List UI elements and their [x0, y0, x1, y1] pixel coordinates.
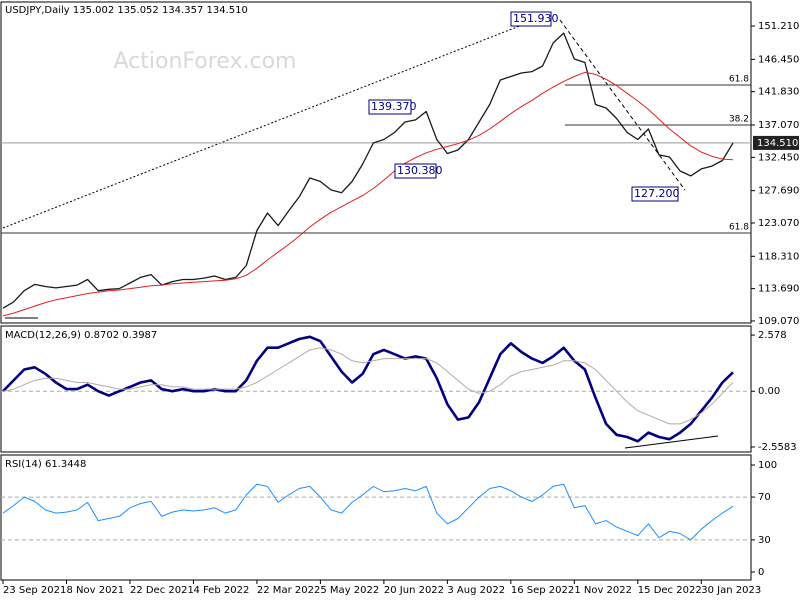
series-line [2, 347, 734, 425]
fib-label: 61.8 [729, 222, 749, 232]
y-tick-label: 141.830 [758, 87, 799, 98]
fib-label: 38.2 [729, 114, 749, 124]
x-tick-label: 1 Nov 2022 [574, 585, 632, 596]
x-tick-label: 22 Dec 2021 [130, 585, 194, 596]
x-tick-label: 16 Sep 2022 [511, 585, 574, 596]
annotation: 139.370 [371, 100, 417, 113]
x-tick-label: 20 Jun 2022 [384, 585, 444, 596]
y-tick-label: 123.070 [758, 218, 799, 229]
panel-frame [0, 1, 752, 324]
y-tick-label: 146.450 [758, 54, 799, 65]
annotation-box [510, 11, 552, 27]
panel-title: RSI(14) 61.3448 [5, 459, 86, 470]
last-price-box [753, 135, 799, 150]
annotation-box [631, 186, 679, 202]
panel-frame [0, 325, 752, 453]
x-tick-label: 15 Dec 2022 [638, 585, 702, 596]
trend-line [559, 19, 686, 191]
y-tick-label: 113.690 [758, 284, 799, 295]
y-tick-label: 109.070 [758, 316, 799, 327]
y-tick-label: 100 [758, 460, 777, 471]
x-tick-label: 4 Feb 2022 [193, 585, 249, 596]
x-tick-label: 5 May 2022 [320, 585, 379, 596]
y-tick-label: 0 [758, 567, 764, 578]
annotation-box [394, 163, 437, 179]
x-tick-label: 8 Nov 2021 [66, 585, 124, 596]
trend-line [2, 17, 541, 229]
trend-line [624, 435, 719, 449]
y-tick-label: 151.210 [758, 21, 799, 32]
x-tick-label: 22 Mar 2022 [257, 585, 320, 596]
y-tick-label: 118.310 [758, 251, 799, 262]
x-tick-label: 3 Aug 2022 [447, 585, 505, 596]
panel-title: USDJPY,Daily 135.002 135.052 134.357 134… [5, 5, 248, 16]
y-tick-label: -2.5583 [758, 442, 797, 453]
annotation: 130.380 [397, 164, 443, 177]
panel-frame [0, 454, 752, 581]
panel-title: MACD(12,26,9) 0.8702 0.3987 [5, 330, 157, 341]
y-tick-label: 2.578 [758, 330, 787, 341]
x-tick-label: 30 Jan 2023 [701, 585, 761, 596]
annotation-box [368, 99, 412, 115]
y-tick-label: 30 [758, 535, 771, 546]
series-line [2, 32, 734, 309]
series-line [2, 71, 734, 317]
y-tick-label: 70 [758, 492, 771, 503]
last-price-label: 134.510 [757, 138, 798, 149]
y-tick-label: 132.450 [758, 152, 799, 163]
annotation: 127.200 [634, 187, 680, 200]
y-tick-label: 137.070 [758, 120, 799, 131]
series-line [2, 483, 734, 541]
y-tick-label: 127.690 [758, 186, 799, 197]
x-tick-label: 23 Sep 2021 [3, 585, 66, 596]
annotation: 151.930 [513, 12, 559, 25]
watermark: ActionForex.com [114, 49, 297, 74]
y-tick-label: 0.00 [758, 386, 780, 397]
fib-label: 61.8 [729, 75, 749, 85]
